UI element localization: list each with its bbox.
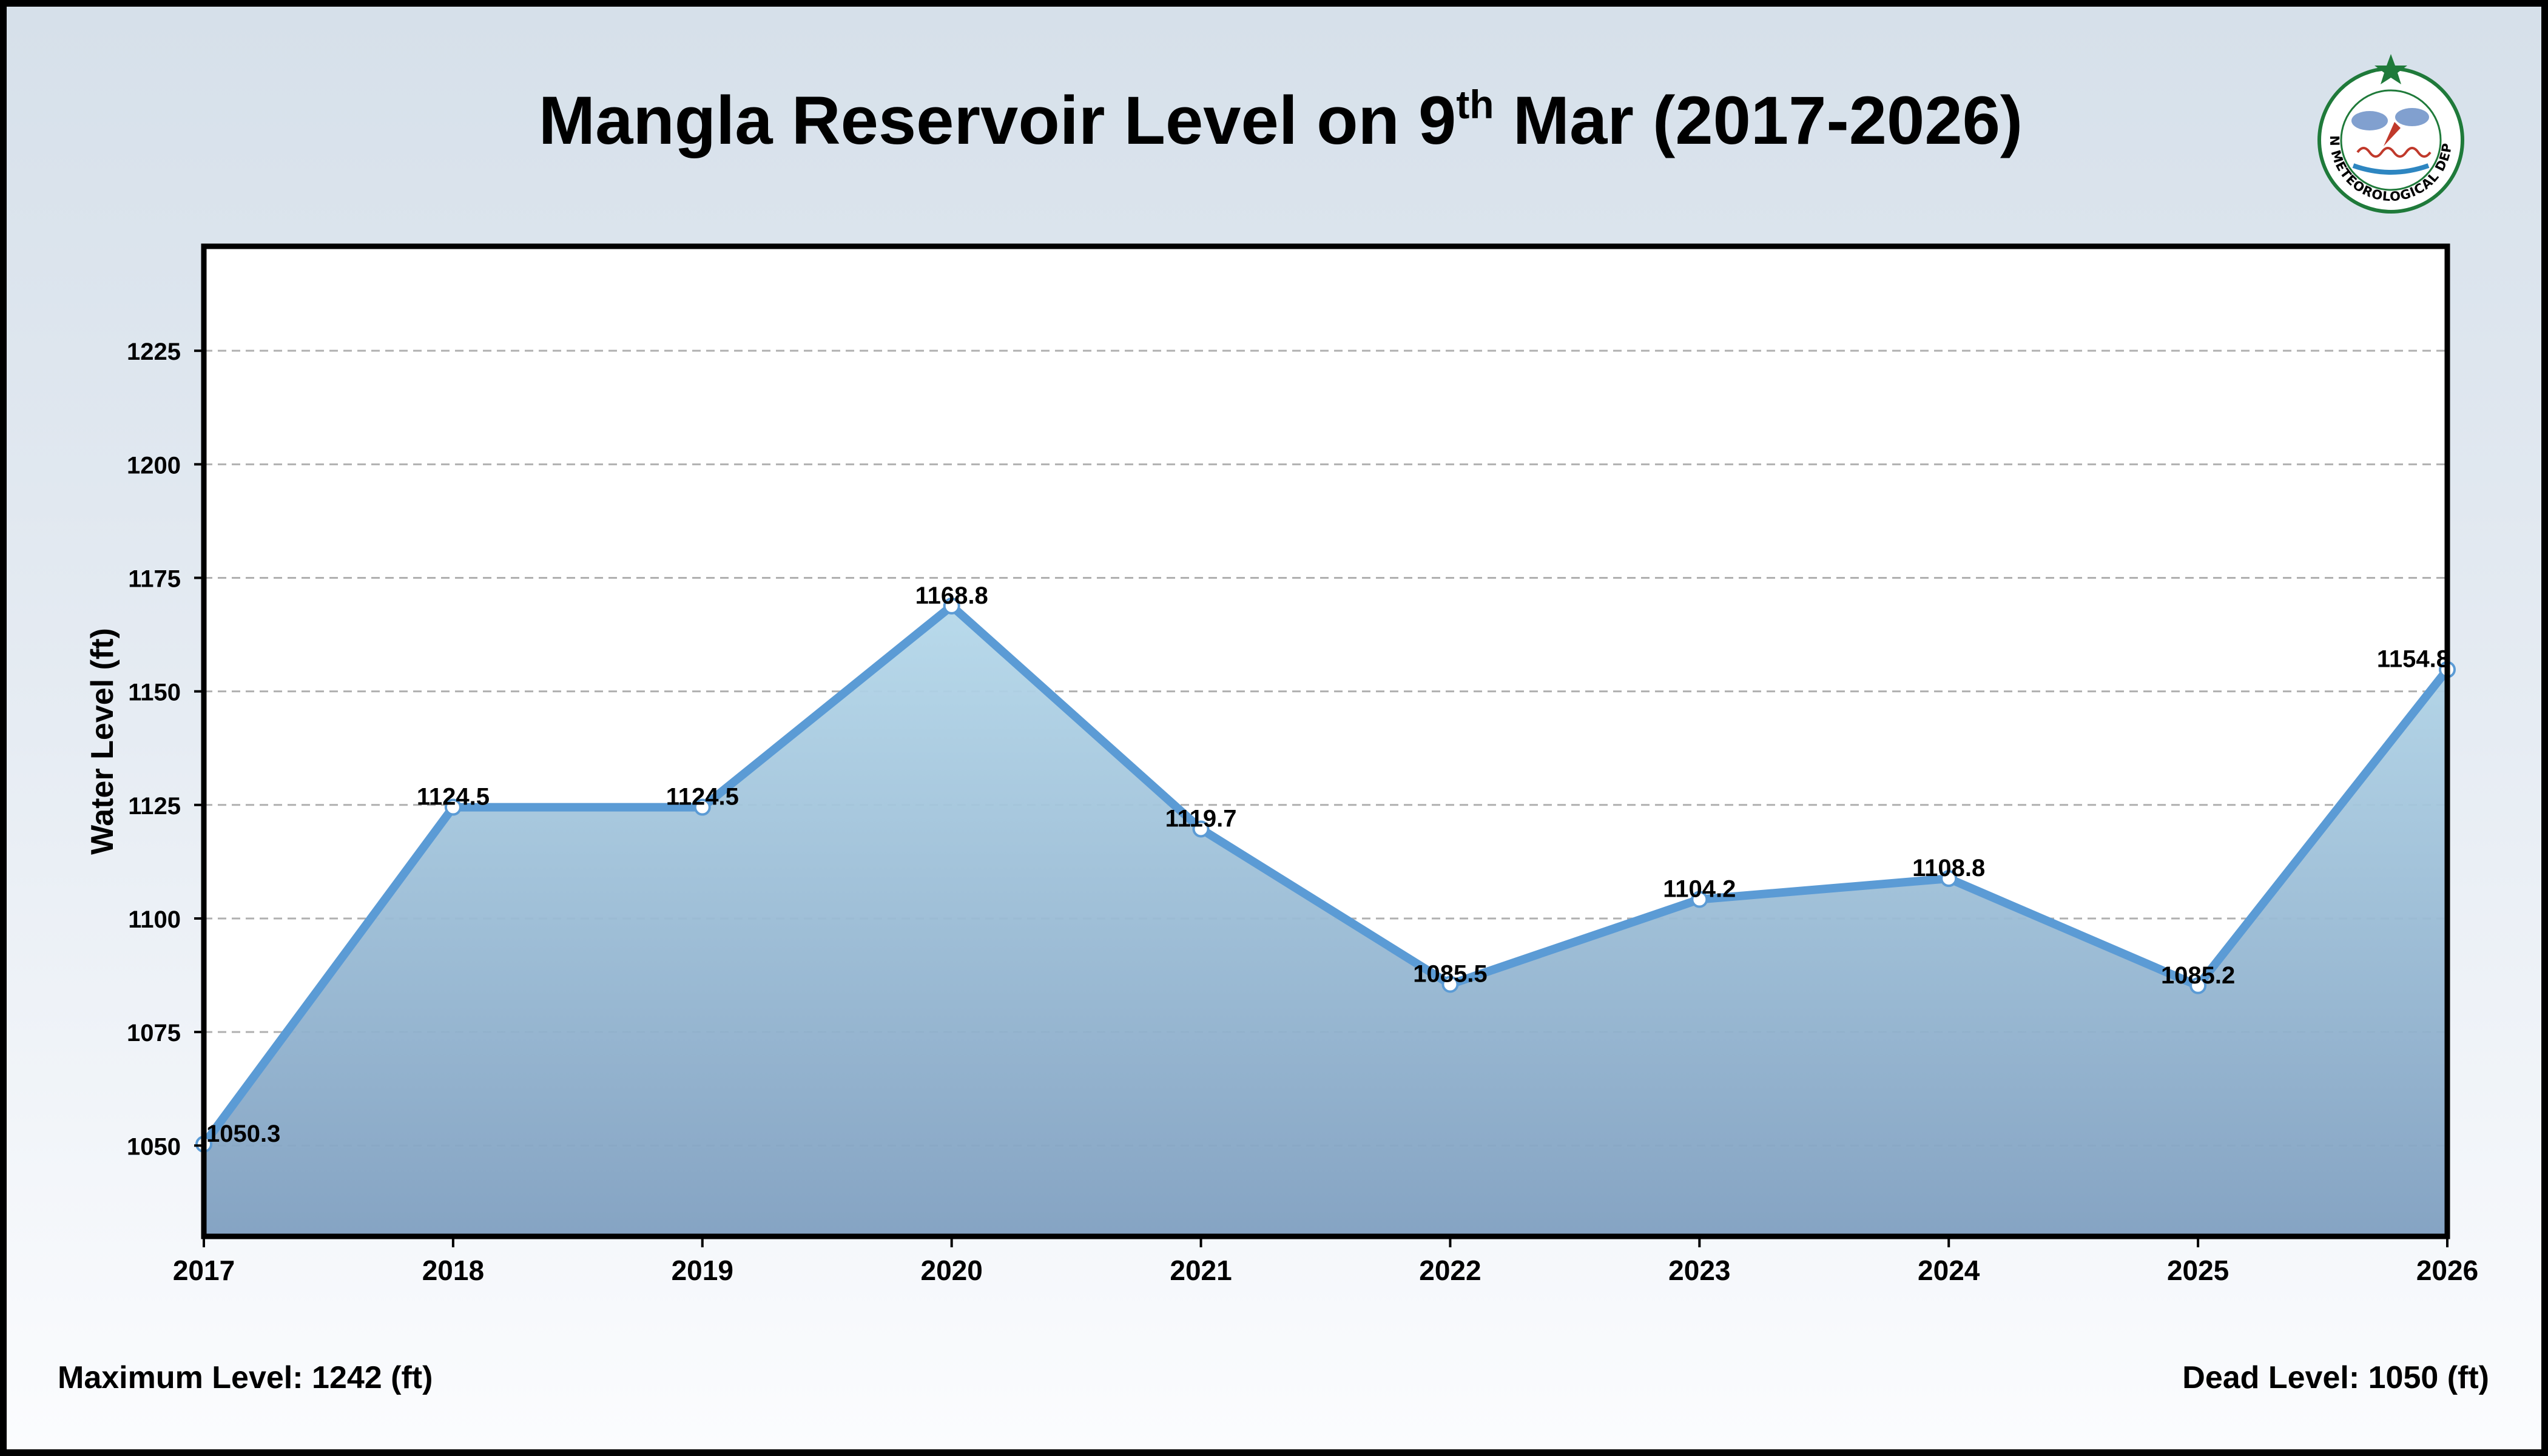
x-tick-label: 2026 [2416,1255,2478,1286]
y-tick-label: 1125 [128,793,181,820]
data-point [1441,976,1459,993]
data-point [2189,977,2207,994]
y-tick-label: 1075 [127,1020,181,1046]
y-tick-label: 1175 [128,565,181,592]
y-tick-label: 1200 [127,452,181,479]
data-label: 1168.8 [915,582,988,609]
y-tick-label: 1150 [128,679,181,706]
y-tick-label: 1100 [128,906,181,933]
data-label: 1104.2 [1663,876,1736,903]
data-label: 1154.8 [2377,646,2450,673]
data-label: 1085.2 [2161,962,2235,989]
area-fill [204,605,2447,1236]
series-line [200,600,2451,1147]
data-point [943,597,960,615]
logo-star-icon [2374,54,2407,84]
data-point [1940,870,1958,888]
data-label: 1124.5 [666,784,739,811]
logo-cloud-icon [2351,111,2388,130]
x-axis-ticks: 2017 2018 2019 2020 2021 2022 2023 2024 2025 2026 [173,1236,2478,1286]
data-point [693,798,711,816]
chart-title: Mangla Reservoir Level on 9th Mar (2017-… [538,82,2023,158]
data-point [1192,820,1210,838]
maximum-level-note: Maximum Level: 1242 (ft) [58,1360,433,1395]
data-point [444,798,462,816]
data-labels: 1050.3 1124.5 1124.5 1168.8 1119.7 1085.5 1104… [206,582,2450,1147]
data-label: 1108.8 [1912,855,1985,881]
y-axis-label: Water Level (ft) [85,628,120,855]
data-label: 1085.5 [1413,961,1487,988]
x-tick-label: 2022 [1419,1255,1481,1286]
title-superscript: th [1456,82,1494,127]
x-tick-label: 2020 [920,1255,982,1286]
data-label: 1050.3 [206,1121,280,1147]
x-tick-label: 2021 [1170,1255,1232,1286]
data-label: 1119.7 [1165,805,1237,832]
y-axis-ticks: 1050 1075 1100 1125 1150 1175 1200 1225 [127,339,204,1160]
x-tick-label: 2023 [1668,1255,1730,1286]
y-tick-label: 1225 [127,339,181,365]
x-tick-label: 2019 [672,1255,733,1286]
x-tick-label: 2017 [173,1255,235,1286]
data-point [1691,891,1708,908]
data-label: 1124.5 [417,784,490,811]
y-tick-label: 1050 [127,1133,181,1160]
pmd-logo: PAKISTAN METEOROLOGICAL DEPARTMENT [2312,49,2464,214]
x-tick-label: 2025 [2167,1255,2229,1286]
x-tick-label: 2018 [422,1255,484,1286]
x-tick-label: 2024 [1918,1255,1980,1286]
plot-border [201,243,2450,1239]
dead-level-note: Dead Level: 1050 (ft) [2182,1360,2489,1395]
